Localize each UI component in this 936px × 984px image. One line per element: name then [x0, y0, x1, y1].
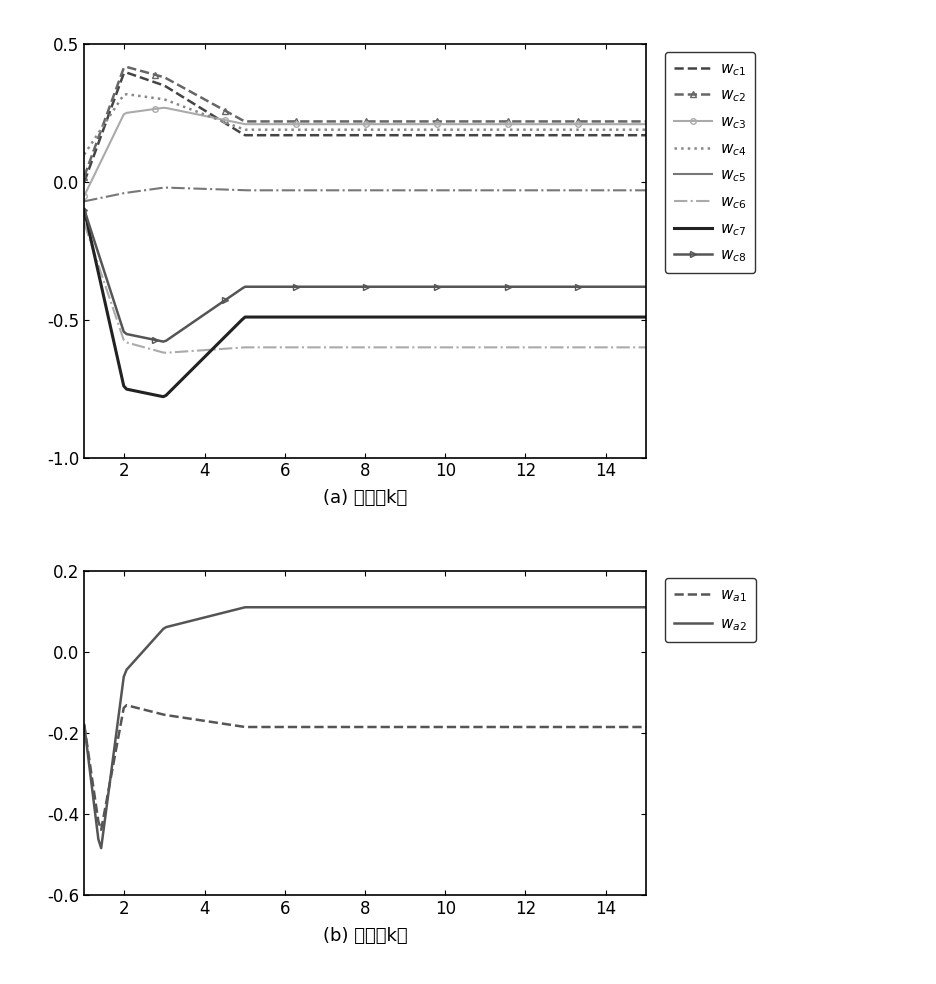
X-axis label: (a) 时间（k）: (a) 时间（k）: [323, 489, 407, 507]
Legend: $w_{a1}$, $w_{a2}$: $w_{a1}$, $w_{a2}$: [665, 579, 755, 643]
Legend: $w_{c1}$, $w_{c2}$, $w_{c3}$, $w_{c4}$, $w_{c5}$, $w_{c6}$, $w_{c7}$, $w_{c8}$: $w_{c1}$, $w_{c2}$, $w_{c3}$, $w_{c4}$, …: [665, 52, 755, 274]
X-axis label: (b) 时间（k）: (b) 时间（k）: [323, 927, 407, 945]
